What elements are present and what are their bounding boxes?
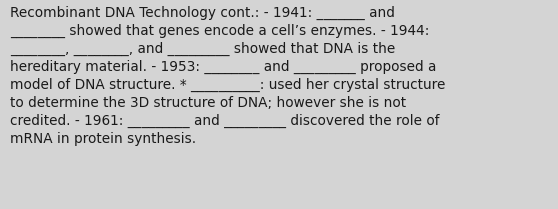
Text: Recombinant DNA Technology cont.: - 1941: _______ and
________ showed that genes: Recombinant DNA Technology cont.: - 1941… [10, 6, 445, 146]
